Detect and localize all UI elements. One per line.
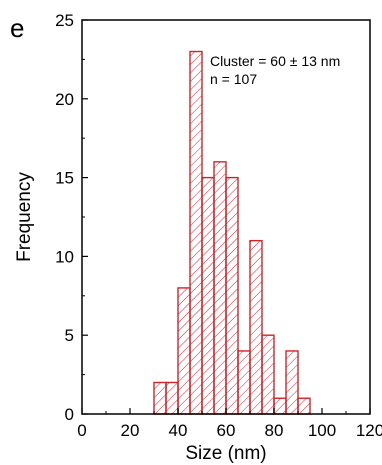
histogram-bar bbox=[285, 350, 299, 415]
histogram-bar bbox=[297, 397, 311, 415]
x-ticks: 0 20 40 60 80 100 120 bbox=[77, 408, 382, 440]
histogram-bar bbox=[273, 397, 287, 415]
x-tick-label: 80 bbox=[265, 421, 284, 440]
histogram-bar bbox=[261, 334, 275, 415]
y-tick-label: 20 bbox=[55, 90, 74, 109]
x-tick-label: 0 bbox=[77, 421, 86, 440]
y-tick-label: 15 bbox=[55, 169, 74, 188]
y-tick-label: 0 bbox=[65, 405, 74, 424]
y-axis-title: Frequency bbox=[14, 172, 35, 262]
y-tick-label: 10 bbox=[55, 247, 74, 266]
panel-label: e bbox=[10, 13, 24, 43]
bars-group bbox=[153, 50, 311, 415]
histogram-bar bbox=[153, 381, 167, 415]
histogram-bar bbox=[177, 287, 191, 415]
annotation-count: n = 107 bbox=[210, 71, 257, 87]
histogram-bar bbox=[225, 176, 239, 415]
x-tick-label: 120 bbox=[356, 421, 382, 440]
histogram-bar bbox=[189, 50, 203, 415]
y-ticks: 0 5 10 15 20 25 bbox=[55, 11, 88, 424]
annotation-cluster: Cluster = 60 ± 13 nm bbox=[210, 53, 340, 69]
x-tick-label: 40 bbox=[169, 421, 188, 440]
x-tick-label: 20 bbox=[121, 421, 140, 440]
x-tick-label: 100 bbox=[308, 421, 336, 440]
x-axis-title: Size (nm) bbox=[185, 443, 266, 464]
histogram-bar bbox=[213, 161, 227, 415]
x-tick-label: 60 bbox=[217, 421, 236, 440]
histogram-bar bbox=[237, 350, 251, 415]
y-tick-label: 5 bbox=[65, 326, 74, 345]
histogram-bar bbox=[249, 239, 263, 415]
histogram-bar bbox=[165, 381, 179, 415]
y-tick-label: 25 bbox=[55, 11, 74, 30]
histogram-bar bbox=[201, 176, 215, 415]
